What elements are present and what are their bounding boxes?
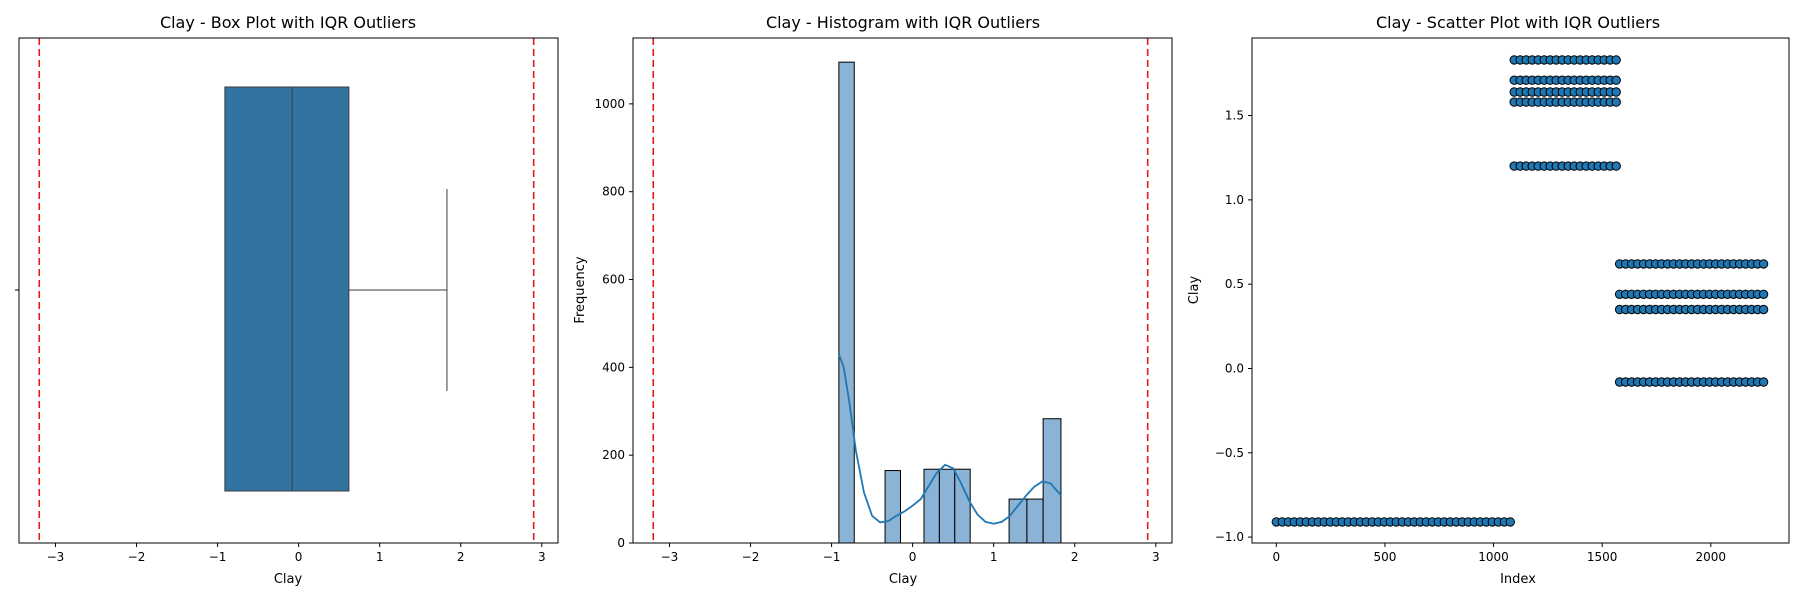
- x-tick-label: 0: [1273, 550, 1281, 564]
- y-tick-label: 600: [602, 273, 625, 287]
- y-tick-label: 0.5: [1225, 277, 1244, 291]
- scatter-plot-x-ticks: 0 500 1000 1500 2000: [1273, 543, 1727, 564]
- x-tick-label: −3: [661, 550, 679, 564]
- x-tick-label: 1500: [1587, 550, 1618, 564]
- histogram-area: [652, 38, 1149, 544]
- y-tick-label: 1000: [594, 97, 625, 111]
- scatter-cluster: [1509, 75, 1621, 85]
- x-tick-label: 1000: [1478, 550, 1509, 564]
- y-tick-label: −1.0: [1215, 530, 1244, 544]
- x-tick-label: 3: [538, 550, 546, 564]
- box-plot-panel: Clay - Box Plot with IQR Outliers −3 −2 −1…: [15, 13, 559, 587]
- histogram-bar: [884, 470, 901, 544]
- x-tick-label: 500: [1373, 550, 1396, 564]
- scatter-cluster: [1509, 97, 1621, 107]
- scatter-cluster: [1614, 304, 1769, 315]
- scatter-point: [1611, 55, 1621, 65]
- scatter-point: [1611, 87, 1621, 97]
- y-tick-label: 1.5: [1225, 109, 1244, 123]
- y-tick-label: 200: [602, 448, 625, 462]
- histogram-frame: [632, 37, 1173, 544]
- x-tick-label: 0: [909, 550, 917, 564]
- histogram-y-axis-label: Frequency: [573, 256, 588, 323]
- scatter-point: [1611, 75, 1621, 85]
- scatter-point: [1505, 517, 1516, 527]
- x-tick-label: −3: [47, 550, 65, 564]
- kde-curve: [838, 353, 1062, 525]
- histogram-bar: [954, 468, 971, 544]
- y-tick-label: 800: [602, 185, 625, 199]
- x-tick-label: 1: [990, 550, 998, 564]
- y-tick-label: 0: [617, 536, 625, 550]
- histogram-bar: [938, 468, 956, 544]
- histogram-title: Clay - Histogram with IQR Outliers: [766, 13, 1040, 32]
- scatter-cluster: [1271, 517, 1516, 527]
- histogram-bar: [1026, 498, 1044, 544]
- y-tick-label: 1.0: [1225, 193, 1244, 207]
- x-tick-label: −2: [742, 550, 760, 564]
- box-plot-title: Clay - Box Plot with IQR Outliers: [160, 13, 416, 32]
- scatter-point: [1758, 304, 1769, 315]
- scatter-cluster: [1614, 377, 1769, 387]
- x-tick-label: 2000: [1696, 550, 1727, 564]
- x-tick-label: 3: [1152, 550, 1160, 564]
- scatter-plot-title: Clay - Scatter Plot with IQR Outliers: [1376, 13, 1660, 32]
- scatter-plot-y-ticks: −1.0 −0.5 0.0 0.5 1.0 1.5: [1215, 109, 1252, 544]
- box-plot-x-ticks: −3 −2 −1 0 1 2 3: [47, 543, 546, 564]
- histogram-y-ticks: 0 200 400 600 800 1000: [594, 97, 633, 550]
- box-plot-x-axis-label: Clay: [274, 572, 303, 587]
- box-iqr: [224, 86, 350, 492]
- scatter-cluster: [1509, 55, 1621, 65]
- scatter-plot-area: [1271, 55, 1769, 527]
- scatter-cluster: [1614, 259, 1769, 269]
- box-plot-area: [38, 38, 535, 543]
- y-tick-label: 0.0: [1225, 361, 1244, 375]
- x-tick-label: −2: [128, 550, 146, 564]
- scatter-plot-y-axis-label: Clay: [1187, 276, 1202, 305]
- x-tick-label: 1: [376, 550, 384, 564]
- scatter-plot-panel: Clay - Scatter Plot with IQR Outliers 0 5…: [1187, 13, 1790, 587]
- histogram-bar: [1042, 418, 1062, 544]
- x-tick-label: 0: [295, 550, 303, 564]
- scatter-plot-frame: [1251, 37, 1790, 544]
- scatter-plot-x-axis-label: Index: [1500, 572, 1536, 587]
- y-tick-label: −0.5: [1215, 446, 1244, 460]
- histogram-x-axis-label: Clay: [889, 572, 918, 587]
- scatter-cluster: [1509, 161, 1621, 171]
- y-tick-label: 400: [602, 360, 625, 374]
- scatter-point: [1758, 259, 1769, 269]
- x-tick-label: 2: [1071, 550, 1079, 564]
- scatter-cluster: [1509, 87, 1621, 97]
- histogram-panel: Clay - Histogram with IQR Outliers −3 −2−…: [573, 13, 1173, 587]
- scatter-point: [1611, 161, 1621, 171]
- x-tick-label: 2: [457, 550, 465, 564]
- scatter-point: [1758, 289, 1769, 299]
- scatter-point: [1611, 97, 1621, 107]
- scatter-cluster: [1614, 289, 1769, 299]
- x-tick-label: −1: [209, 550, 227, 564]
- histogram-bar: [838, 61, 855, 544]
- scatter-point: [1758, 377, 1769, 387]
- histogram-x-ticks: −3 −2 −1 0 1 2 3: [661, 543, 1160, 564]
- x-tick-label: −1: [823, 550, 841, 564]
